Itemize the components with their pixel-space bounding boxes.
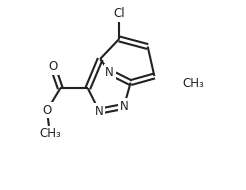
Text: O: O [42, 104, 52, 117]
Text: Cl: Cl [113, 7, 125, 20]
Text: N: N [95, 105, 104, 118]
Text: N: N [120, 100, 128, 113]
Text: O: O [48, 60, 57, 73]
Text: N: N [105, 66, 114, 79]
Text: CH₃: CH₃ [182, 78, 204, 90]
Text: CH₃: CH₃ [39, 127, 61, 140]
